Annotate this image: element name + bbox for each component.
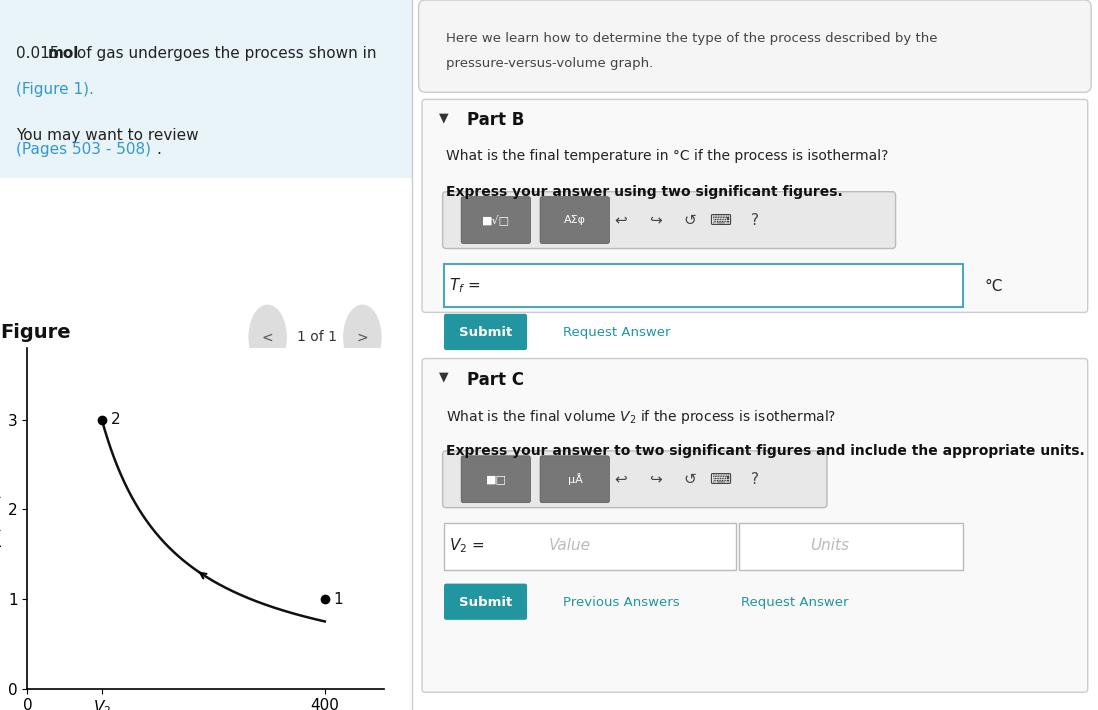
Text: ▼: ▼ <box>439 111 449 124</box>
Text: 1 of 1: 1 of 1 <box>298 330 337 344</box>
FancyBboxPatch shape <box>739 523 963 570</box>
Text: °C: °C <box>985 278 1004 294</box>
FancyBboxPatch shape <box>444 523 737 570</box>
Text: <: < <box>261 330 273 344</box>
Text: Express your answer using two significant figures.: Express your answer using two significan… <box>446 185 843 199</box>
FancyBboxPatch shape <box>461 456 530 503</box>
Text: ↺: ↺ <box>683 212 696 228</box>
Text: 1: 1 <box>334 591 344 606</box>
Text: What is the final temperature in °C if the process is isothermal?: What is the final temperature in °C if t… <box>446 149 888 163</box>
Text: Value: Value <box>549 537 591 553</box>
Y-axis label: p (atm): p (atm) <box>0 490 2 547</box>
Text: .: . <box>157 142 161 157</box>
Text: mol: mol <box>47 46 79 61</box>
Text: of gas undergoes the process shown in: of gas undergoes the process shown in <box>72 46 377 61</box>
Text: Submit: Submit <box>459 596 513 608</box>
Text: ■√□: ■√□ <box>482 214 511 226</box>
Text: ?: ? <box>751 471 759 487</box>
Text: µÅ: µÅ <box>568 474 583 485</box>
Text: ↩: ↩ <box>615 471 627 487</box>
Text: Here we learn how to determine the type of the process described by the: Here we learn how to determine the type … <box>446 32 938 45</box>
Text: ■□: ■□ <box>485 474 506 484</box>
FancyBboxPatch shape <box>418 0 1091 92</box>
FancyBboxPatch shape <box>444 314 527 350</box>
FancyBboxPatch shape <box>422 359 1088 692</box>
Text: pressure-versus-volume graph.: pressure-versus-volume graph. <box>446 57 653 70</box>
Text: ↪: ↪ <box>649 471 662 487</box>
Text: ?: ? <box>751 212 759 228</box>
FancyBboxPatch shape <box>444 264 963 307</box>
Bar <box>0 0 412 178</box>
FancyBboxPatch shape <box>540 197 609 244</box>
Text: (Pages 503 - 508): (Pages 503 - 508) <box>16 142 152 157</box>
FancyBboxPatch shape <box>461 197 530 244</box>
Text: ↪: ↪ <box>649 212 662 228</box>
Circle shape <box>249 305 287 369</box>
Text: 2: 2 <box>111 412 121 427</box>
Text: Part B: Part B <box>467 111 524 129</box>
Text: $T_f$ =: $T_f$ = <box>449 277 481 295</box>
Text: Request Answer: Request Answer <box>741 596 849 608</box>
Text: $V_2$ =: $V_2$ = <box>449 536 485 555</box>
Text: >: > <box>357 330 368 344</box>
Text: ⌨: ⌨ <box>709 471 731 487</box>
Text: ↩: ↩ <box>615 212 627 228</box>
Text: Previous Answers: Previous Answers <box>563 596 680 608</box>
Circle shape <box>344 305 381 369</box>
Text: ▼: ▼ <box>439 371 449 383</box>
FancyBboxPatch shape <box>444 584 527 620</box>
Text: What is the final volume $V_2$ if the process is isothermal?: What is the final volume $V_2$ if the pr… <box>446 408 837 426</box>
FancyBboxPatch shape <box>442 192 896 248</box>
Text: Submit: Submit <box>459 326 513 339</box>
Text: Express your answer to two significant figures and include the appropriate units: Express your answer to two significant f… <box>446 444 1085 458</box>
Text: Request Answer: Request Answer <box>563 326 670 339</box>
FancyBboxPatch shape <box>540 456 609 503</box>
Text: AΣφ: AΣφ <box>564 215 586 225</box>
Text: ↺: ↺ <box>683 471 696 487</box>
Text: 0.015: 0.015 <box>16 46 65 61</box>
Text: (Figure 1).: (Figure 1). <box>16 82 94 97</box>
Text: Figure: Figure <box>0 323 70 342</box>
Text: ⌨: ⌨ <box>709 212 731 228</box>
FancyBboxPatch shape <box>442 451 827 508</box>
Text: Units: Units <box>809 537 849 553</box>
Text: You may want to review: You may want to review <box>16 128 204 143</box>
Text: Part C: Part C <box>467 371 524 388</box>
FancyBboxPatch shape <box>422 99 1088 312</box>
